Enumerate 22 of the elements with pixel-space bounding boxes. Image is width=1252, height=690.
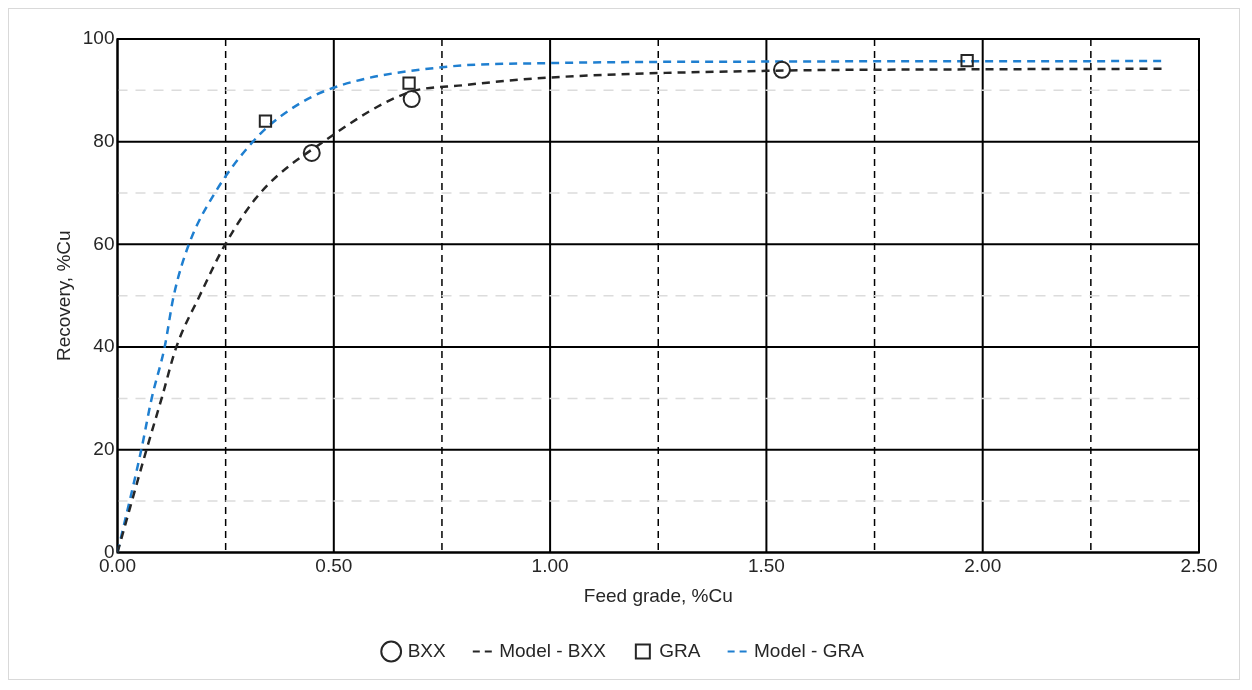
y-tick-label: 20 bbox=[93, 437, 115, 459]
point bbox=[772, 60, 791, 79]
y-axis-title: Recovery, %Cu bbox=[52, 230, 74, 361]
legend-label: Model - BXX bbox=[499, 639, 607, 661]
y-tick-label: 100 bbox=[82, 27, 115, 49]
x-tick-label: 0.50 bbox=[315, 555, 353, 577]
x-tick-label: 1.00 bbox=[531, 555, 569, 577]
point bbox=[402, 76, 416, 90]
y-tick-label: 80 bbox=[93, 129, 115, 151]
y-tick-label: 60 bbox=[93, 232, 115, 254]
legend-label: BXX bbox=[407, 639, 447, 661]
legend-label: Model - GRA bbox=[754, 639, 865, 661]
point bbox=[402, 90, 421, 109]
point bbox=[302, 143, 321, 162]
point bbox=[960, 53, 974, 68]
y-tick-label: 40 bbox=[93, 335, 115, 357]
x-tick-label: 1.50 bbox=[747, 555, 785, 577]
x-axis-title: Feed grade, %Cu bbox=[583, 584, 733, 606]
point bbox=[258, 114, 273, 128]
x-tick-label: 2.50 bbox=[1180, 555, 1218, 577]
legend-label: GRA bbox=[659, 639, 701, 661]
x-tick-label: 2.00 bbox=[964, 555, 1002, 577]
